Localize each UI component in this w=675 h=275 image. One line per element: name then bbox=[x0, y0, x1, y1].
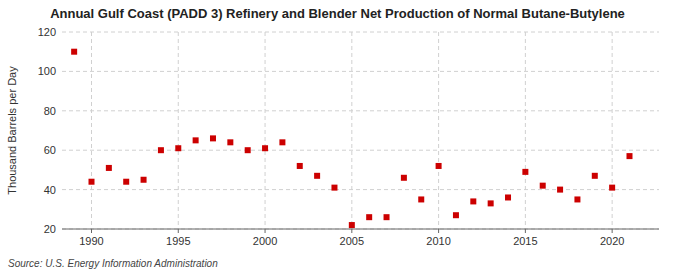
x-grid-line bbox=[265, 32, 266, 229]
point bbox=[210, 135, 216, 141]
point bbox=[453, 212, 459, 218]
x-tick bbox=[351, 229, 352, 233]
point bbox=[505, 194, 511, 200]
chart: 1990199520002005201020152020204060801001… bbox=[0, 0, 675, 275]
point bbox=[106, 165, 112, 171]
point bbox=[71, 49, 77, 55]
point bbox=[574, 196, 580, 202]
x-tick bbox=[612, 229, 613, 233]
y-grid-line bbox=[62, 189, 659, 190]
point bbox=[384, 214, 390, 220]
x-tick-label: 2005 bbox=[340, 235, 364, 247]
point bbox=[141, 177, 147, 183]
y-axis-label: Thousand Barrels per Day bbox=[6, 66, 18, 195]
x-tick-label: 2020 bbox=[600, 235, 624, 247]
point bbox=[279, 139, 285, 145]
point bbox=[349, 222, 355, 228]
x-axis: 1990 1995 2000 2005 2010 2015 2020 bbox=[79, 229, 624, 247]
x-tick bbox=[91, 229, 92, 233]
x-axis-line bbox=[62, 229, 659, 230]
x-grid-line bbox=[351, 32, 352, 229]
point bbox=[193, 137, 199, 143]
x-grid-line bbox=[178, 32, 179, 229]
point bbox=[488, 200, 494, 206]
x-grid-line bbox=[525, 32, 526, 229]
x-tick-label: 1990 bbox=[79, 235, 103, 247]
point bbox=[89, 179, 95, 185]
title: Annual Gulf Coast (PADD 3) Refinery and … bbox=[50, 6, 625, 21]
point bbox=[262, 145, 268, 151]
x-tick-label: 2000 bbox=[253, 235, 277, 247]
y-grid-line bbox=[62, 150, 659, 151]
point bbox=[557, 187, 563, 193]
point bbox=[626, 153, 632, 159]
y-grid-line bbox=[62, 110, 659, 111]
x-tick bbox=[178, 229, 179, 233]
x-grid-line bbox=[612, 32, 613, 229]
x-tick bbox=[438, 229, 439, 233]
point bbox=[314, 173, 320, 179]
point bbox=[158, 147, 164, 153]
points bbox=[71, 49, 632, 228]
point bbox=[366, 214, 372, 220]
x-tick-label: 1995 bbox=[166, 235, 190, 247]
point bbox=[522, 169, 528, 175]
point bbox=[331, 185, 337, 191]
y-tick-label: 40 bbox=[44, 184, 56, 196]
y-axis: 20 40 60 80 100 120 bbox=[38, 26, 56, 235]
y-tick-label: 80 bbox=[44, 105, 56, 117]
y-tick-label: 120 bbox=[38, 26, 56, 38]
x-tick bbox=[525, 229, 526, 233]
x-grid-line bbox=[91, 32, 92, 229]
point bbox=[297, 163, 303, 169]
point bbox=[175, 145, 181, 151]
point bbox=[540, 183, 546, 189]
source-note: Source: U.S. Energy Information Administ… bbox=[8, 258, 218, 269]
point bbox=[470, 198, 476, 204]
x-tick-label: 2015 bbox=[513, 235, 537, 247]
x-tick-label: 2010 bbox=[426, 235, 450, 247]
y-tick-label: 60 bbox=[44, 144, 56, 156]
y-tick-label: 100 bbox=[38, 65, 56, 77]
point bbox=[227, 139, 233, 145]
point bbox=[245, 147, 251, 153]
point bbox=[436, 163, 442, 169]
point bbox=[592, 173, 598, 179]
point bbox=[609, 185, 615, 191]
point bbox=[418, 196, 424, 202]
point bbox=[123, 179, 129, 185]
y-grid-line bbox=[62, 32, 659, 33]
y-tick-label: 20 bbox=[44, 223, 56, 235]
grid bbox=[62, 32, 659, 229]
y-grid-line bbox=[62, 229, 659, 230]
point bbox=[401, 175, 407, 181]
y-grid-line bbox=[62, 71, 659, 72]
x-tick bbox=[265, 229, 266, 233]
x-grid-line bbox=[438, 32, 439, 229]
